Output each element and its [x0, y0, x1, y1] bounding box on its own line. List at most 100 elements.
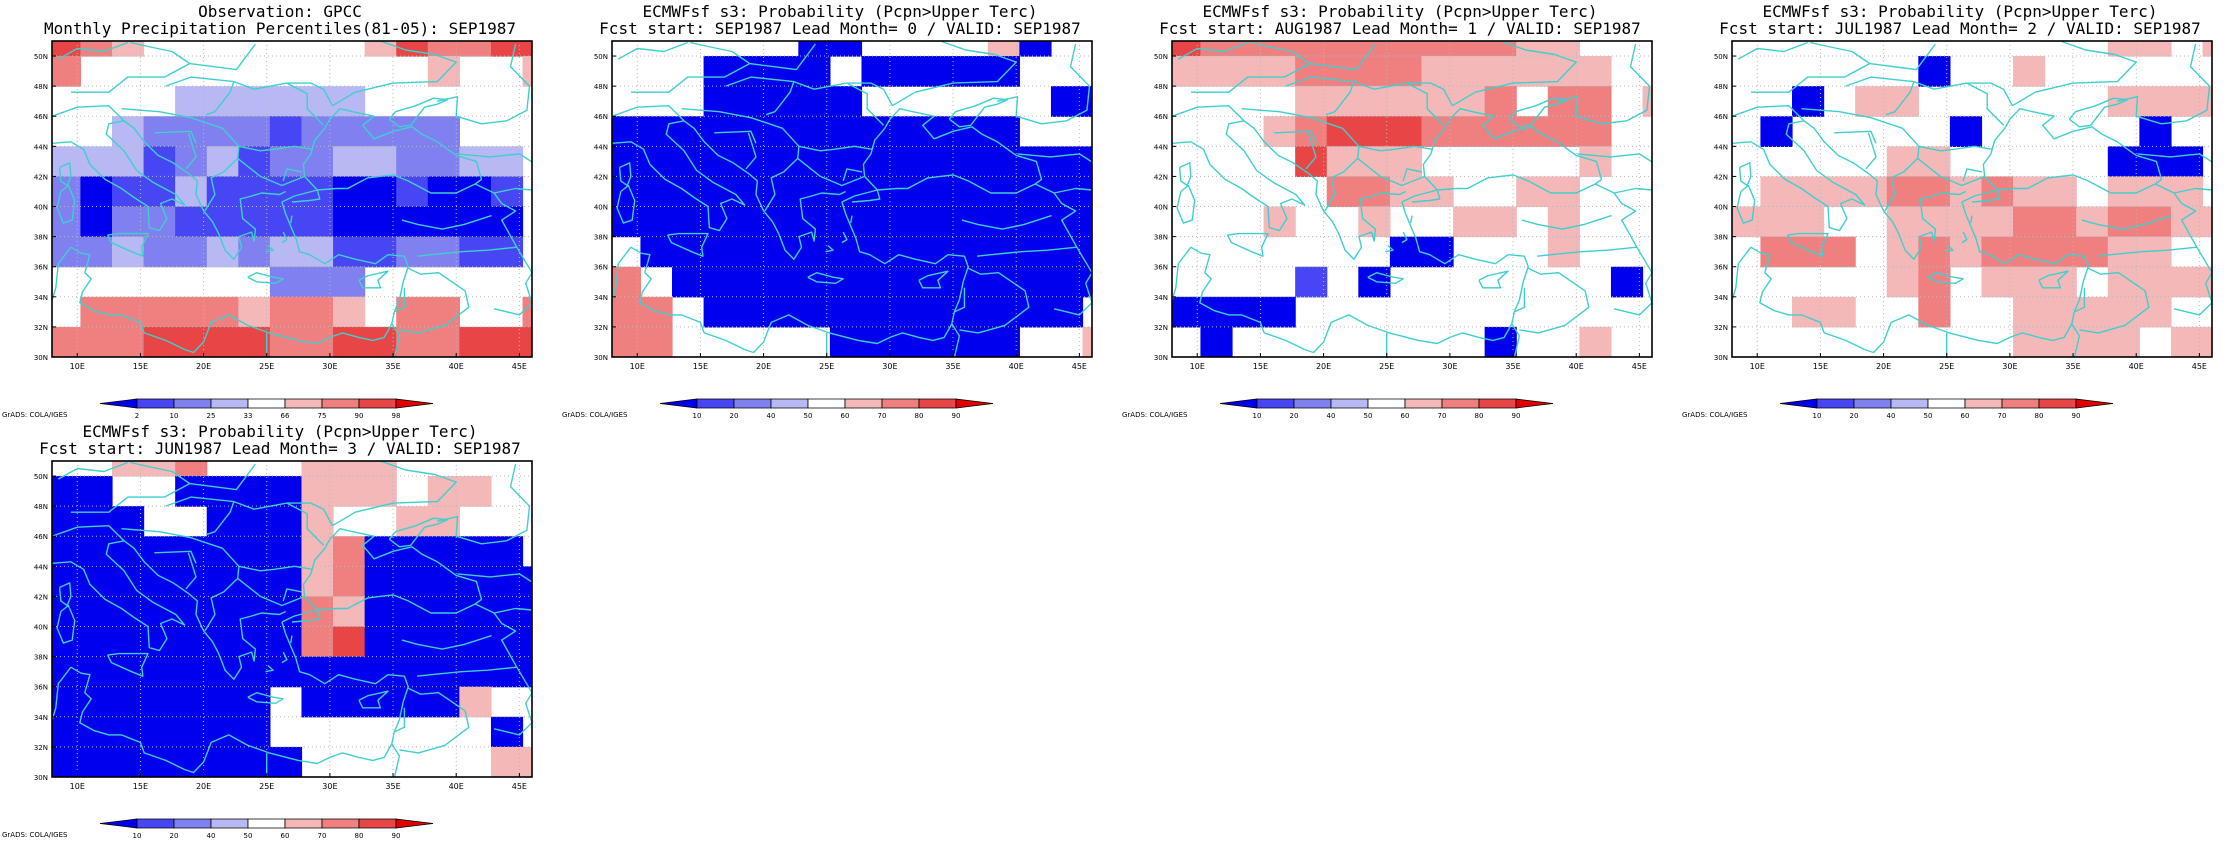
grid-cell	[112, 296, 145, 328]
legend-tick-label: 90	[952, 412, 961, 420]
grid-cell	[1823, 296, 1856, 328]
grid-cell	[333, 461, 366, 477]
grid-cell	[1579, 326, 1612, 357]
lat-tick-label: 40N	[34, 204, 48, 212]
grid-cell	[459, 41, 492, 57]
legend-swatch	[1404, 398, 1443, 409]
lat-tick-label: 42N	[1154, 173, 1168, 181]
grid-cell	[1792, 176, 1825, 208]
grid-cell	[396, 596, 429, 628]
legend-swatch	[1256, 398, 1295, 409]
grid-cell	[80, 536, 113, 567]
grid-cell	[364, 596, 397, 628]
lon-tick-label: 35E	[385, 782, 400, 791]
grid-cell	[333, 296, 366, 328]
grid-cell	[80, 716, 113, 748]
grid-cell	[80, 656, 113, 688]
grid-cell	[1082, 326, 1092, 357]
grid-cell	[1547, 116, 1580, 147]
data-cells	[1732, 41, 2212, 378]
grid-cell	[2107, 146, 2140, 178]
lat-tick-label: 32N	[1154, 324, 1168, 332]
grid-cell	[766, 236, 799, 268]
grads-credit: GrADS: COLA/IGES	[1682, 411, 1748, 419]
grid-cell	[1792, 86, 1825, 117]
grid-cell	[80, 746, 113, 777]
grid-cell	[333, 626, 366, 658]
grid-cell	[333, 476, 366, 507]
legend-swatch	[1515, 398, 1554, 409]
grid-cell	[1981, 266, 2014, 298]
legend-swatch	[770, 398, 809, 409]
lat-tick-label: 44N	[34, 143, 48, 151]
lat-tick-label: 38N	[34, 654, 48, 662]
grid-cell	[1232, 296, 1265, 328]
grid-cell	[1358, 86, 1391, 117]
lon-tick-label: 30E	[322, 782, 337, 791]
legend-swatch	[2038, 398, 2077, 409]
grid-cell	[238, 656, 271, 688]
grid-cell	[459, 176, 492, 208]
panel-title-line2: Fcst start: SEP1987 Lead Month= 0 / VALI…	[599, 19, 1081, 38]
grid-cell	[427, 626, 460, 658]
lat-tick-label: 48N	[34, 83, 48, 91]
legend-swatch	[284, 398, 323, 409]
grid-cell	[175, 596, 208, 628]
grid-cell	[2013, 357, 2045, 378]
lon-tick-label: 10E	[630, 362, 645, 371]
legend-tick-label: 10	[170, 412, 179, 420]
grid-cell	[112, 686, 145, 718]
lat-tick-label: 36N	[34, 264, 48, 272]
legend-tick-label: 20	[730, 412, 739, 420]
grid-cell	[396, 206, 429, 238]
grid-cell	[735, 56, 768, 87]
legend-tick-label: 25	[207, 412, 216, 420]
grid-cell	[238, 476, 271, 507]
grid-cell	[829, 41, 863, 57]
legend-tick-label: 70	[1438, 412, 1447, 420]
grid-cell	[396, 506, 429, 537]
grid-cell	[924, 176, 957, 208]
lon-tick-label: 25E	[1379, 362, 1394, 371]
coastlines	[1732, 41, 2212, 357]
grid-cell	[206, 326, 239, 357]
grid-cell	[987, 176, 1020, 208]
grid-cell	[427, 326, 460, 357]
grid-cell	[396, 357, 428, 378]
grads-credit: GrADS: COLA/IGES	[2, 831, 68, 839]
grid-cell	[1295, 266, 1328, 298]
grid-cell	[987, 146, 1020, 178]
grid-cell	[893, 326, 926, 357]
lat-tick-label: 32N	[34, 744, 48, 752]
grid-cell	[1760, 357, 1792, 378]
grid-cell	[301, 506, 334, 537]
coastlines	[52, 461, 532, 777]
grid-cell	[80, 777, 112, 798]
grid-cell	[672, 206, 705, 238]
grid-cell	[893, 206, 926, 238]
legend-swatch	[881, 398, 920, 409]
lon-tick-label: 35E	[2065, 362, 2080, 371]
grid-cell	[640, 176, 673, 208]
grid-cell	[52, 656, 82, 688]
grid-cell	[80, 566, 113, 598]
grid-cell	[1295, 41, 1328, 57]
legend-swatch	[210, 818, 249, 829]
grid-cell	[490, 206, 524, 238]
grid-cell	[301, 461, 334, 477]
grid-cell	[1918, 176, 1951, 208]
grid-cell	[861, 266, 894, 298]
grid-cell	[490, 176, 524, 208]
legend-tick-label: 90	[1512, 412, 1521, 420]
grid-cell	[2107, 41, 2140, 57]
lon-tick-label: 20E	[756, 362, 771, 371]
grid-cell	[1484, 41, 1517, 57]
grid-cell	[238, 86, 271, 117]
grid-cell	[1082, 236, 1092, 268]
grid-cell	[206, 656, 239, 688]
grid-cell	[987, 116, 1020, 147]
grid-cell	[459, 596, 492, 628]
grid-cell	[1760, 176, 1793, 208]
grid-cell	[735, 86, 768, 117]
grid-cell	[269, 266, 303, 298]
